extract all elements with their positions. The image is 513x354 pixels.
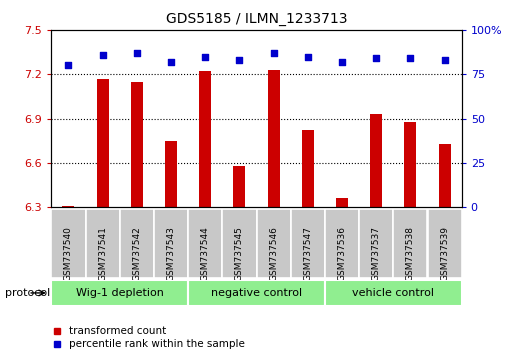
Bar (165, 141, 177, 207)
Bar (96, 79, 109, 207)
Point (235, 57, 244, 63)
Text: negative control: negative control (211, 288, 302, 298)
Bar (291, 209, 325, 278)
Bar (325, 280, 462, 306)
Text: GSM737547: GSM737547 (303, 226, 312, 281)
Point (441, 57, 449, 63)
Text: vehicle control: vehicle control (352, 288, 435, 298)
Point (64, 63, 72, 68)
Bar (63, 206, 74, 207)
Bar (199, 72, 211, 207)
Bar (188, 280, 325, 306)
Bar (51, 280, 188, 306)
Bar (154, 209, 188, 278)
Text: GSM737543: GSM737543 (167, 226, 175, 281)
Text: protocol: protocol (5, 288, 50, 298)
Point (167, 59, 175, 65)
Bar (336, 198, 348, 207)
Bar (131, 82, 143, 207)
Text: Wig-1 depletion: Wig-1 depletion (76, 288, 164, 298)
Bar (233, 166, 245, 207)
Point (406, 56, 415, 61)
Text: transformed count: transformed count (69, 326, 167, 336)
Bar (359, 209, 393, 278)
Bar (404, 121, 417, 207)
Bar (302, 130, 314, 207)
Text: GSM737539: GSM737539 (440, 226, 449, 281)
Point (304, 54, 312, 59)
Text: GSM737536: GSM737536 (338, 226, 346, 281)
Bar (51, 209, 86, 278)
Bar (222, 209, 256, 278)
Bar (188, 209, 222, 278)
Point (269, 50, 278, 56)
Text: GSM737541: GSM737541 (98, 226, 107, 281)
Bar (439, 144, 450, 207)
Text: GSM737537: GSM737537 (372, 226, 381, 281)
Point (133, 50, 141, 56)
Text: GSM737540: GSM737540 (64, 226, 73, 281)
Bar (268, 70, 280, 207)
Point (372, 56, 380, 61)
Bar (393, 209, 427, 278)
Bar (256, 209, 291, 278)
Bar (86, 209, 120, 278)
Text: GSM737542: GSM737542 (132, 226, 141, 281)
Title: GDS5185 / ILMN_1233713: GDS5185 / ILMN_1233713 (166, 12, 347, 26)
Text: GSM737538: GSM737538 (406, 226, 415, 281)
Text: GSM737546: GSM737546 (269, 226, 278, 281)
Text: percentile rank within the sample: percentile rank within the sample (69, 339, 245, 349)
Bar (120, 209, 154, 278)
Point (201, 54, 209, 59)
Text: GSM737545: GSM737545 (235, 226, 244, 281)
Point (338, 59, 346, 65)
Point (98, 52, 107, 58)
Bar (427, 209, 462, 278)
Bar (325, 209, 359, 278)
Bar (370, 114, 382, 207)
Text: GSM737544: GSM737544 (201, 226, 210, 281)
